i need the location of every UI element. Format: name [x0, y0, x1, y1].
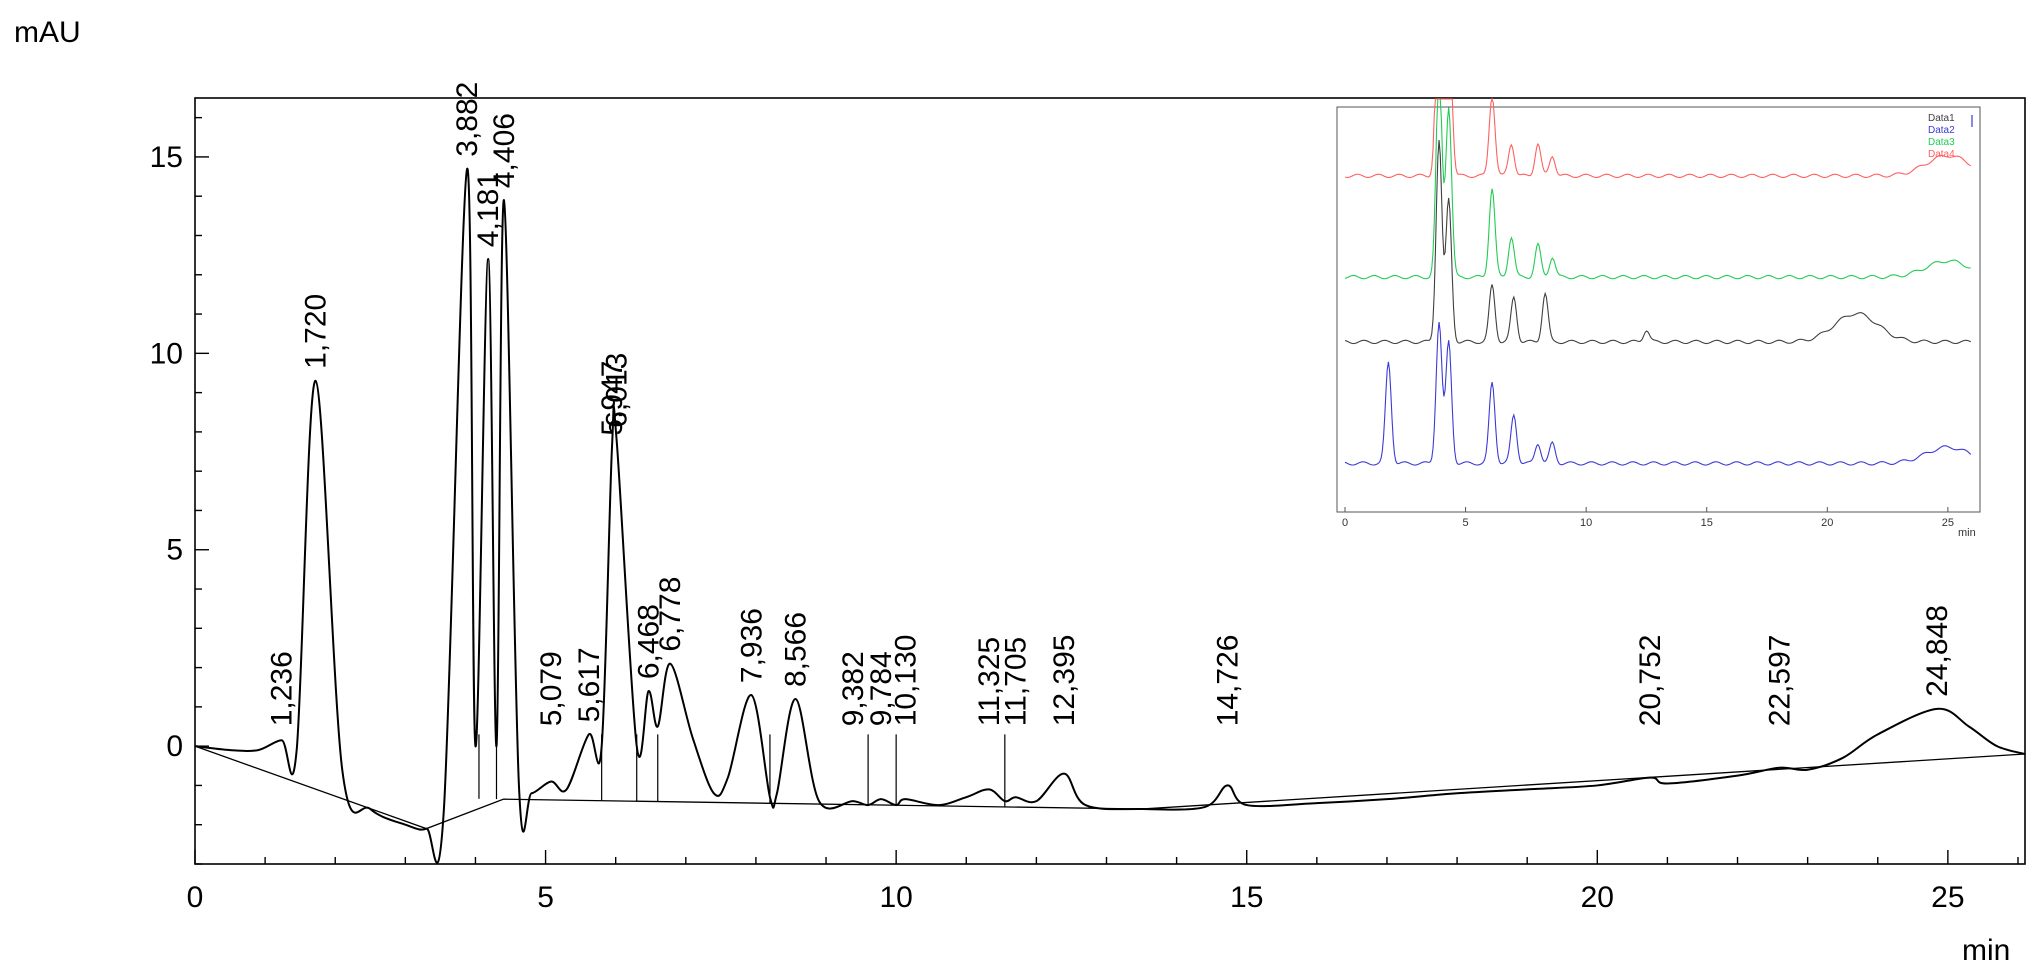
inset-x-tick-label: 0: [1342, 517, 1348, 529]
y-tick-label: 0: [166, 730, 183, 763]
peak-label: 1,236: [266, 651, 299, 726]
peak-label: 8,566: [780, 612, 813, 687]
inset-legend-entry: Data4: [1928, 149, 1955, 160]
x-tick-label: 0: [187, 881, 204, 914]
inset-legend-entry: Data3: [1928, 137, 1955, 148]
peak-label: 5,947: [596, 361, 629, 436]
peak-label: 9,382: [837, 651, 870, 726]
peak-label: 9,784: [865, 651, 898, 726]
peak-label: 4,181: [472, 172, 505, 247]
inset-x-tick-label: 20: [1821, 517, 1833, 529]
inset-x-unit: min: [1958, 527, 1976, 539]
inset-trace-data2: [1344, 321, 1972, 466]
peak-label: 3,882: [451, 82, 484, 157]
x-axis-unit: min: [1962, 934, 2010, 967]
inset-legend-entry: Data2: [1928, 125, 1955, 136]
peak-label: 11,325: [973, 637, 1006, 727]
plot-frame: [194, 97, 2026, 865]
x-tick-label: 15: [1230, 881, 1263, 914]
peak-label: 4,406: [488, 113, 521, 188]
inset-trace-data1: [1344, 140, 1972, 345]
inset-legend-entry: Data1: [1928, 113, 1955, 124]
inset-x-tick-label: 15: [1701, 517, 1713, 529]
peak-label: 5,079: [535, 651, 568, 726]
peak-label: 12,395: [1048, 635, 1081, 727]
peak-label: 22,597: [1763, 635, 1796, 727]
peak-label: 24,848: [1921, 605, 1954, 697]
peak-label: 10,130: [889, 635, 922, 727]
chromatogram-trace: [194, 167, 2026, 864]
peak-label: 6,778: [654, 577, 687, 652]
x-tick-label: 20: [1581, 881, 1614, 914]
peak-label: 1,720: [300, 294, 333, 369]
peak-label: 11,705: [1000, 637, 1033, 727]
y-axis-unit: mAU: [14, 16, 81, 49]
peak-label: 5,617: [573, 647, 606, 722]
y-tick-label: 10: [150, 337, 183, 370]
y-tick-label: 15: [150, 141, 183, 174]
peak-label: 6,468: [633, 604, 666, 679]
integration-baseline: [194, 745, 2026, 830]
peak-label: 14,726: [1212, 635, 1245, 727]
peak-label: 20,752: [1634, 635, 1667, 727]
inset-x-tick-label: 25: [1942, 517, 1954, 529]
x-tick-label: 25: [1931, 881, 1964, 914]
inset-trace-data4: [1344, 96, 1972, 179]
peak-label: 6,013: [601, 353, 634, 428]
peak-label: 7,936: [735, 608, 768, 683]
y-tick-label: 5: [166, 534, 183, 567]
x-tick-label: 5: [537, 881, 554, 914]
x-tick-label: 10: [879, 881, 912, 914]
inset-trace-data3: [1344, 98, 1971, 280]
inset-x-tick-label: 10: [1580, 517, 1592, 529]
plot-area: 0 5 10 15 20 25 15 10 5 0 1,236 1,720 3,882 4,1814,40…: [150, 82, 2026, 914]
inset-x-tick-label: 5: [1463, 517, 1469, 529]
